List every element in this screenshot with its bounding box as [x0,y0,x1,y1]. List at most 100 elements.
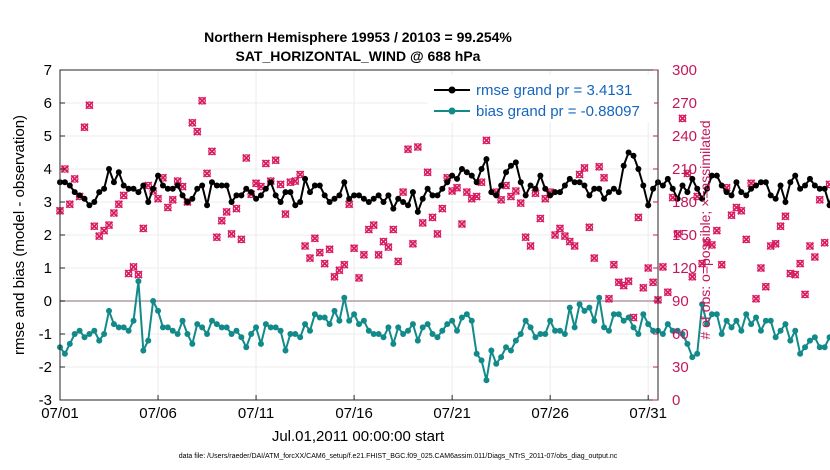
rmse-point [478,166,485,172]
obs-assimilated-marker [639,283,648,292]
y2-tick-label: 90 [672,293,689,310]
bias-point [321,314,328,321]
bias-point [772,334,779,341]
rmse-point [547,192,554,199]
rmse-point [601,195,608,202]
obs-possible-marker [183,198,192,206]
obs-assimilated-marker [815,195,824,204]
obs-count-point [717,260,726,269]
obs-count-point [712,226,721,235]
obs-possible-marker [208,147,216,156]
obs-possible-marker [379,237,388,246]
obs-possible-marker [428,213,437,222]
obs-assimilated-marker [521,233,530,242]
legend-bias-marker [448,107,456,115]
obs-assimilated-marker [408,239,418,248]
rmse-point [189,195,196,202]
y2-tick-label: 30 [672,359,689,376]
bias-point [811,334,818,341]
bias-point [753,314,760,321]
bias-point [826,334,830,341]
rmse-point [184,199,191,205]
x-tick-label: 07/01 [41,405,79,422]
bias-point [615,311,622,318]
bias-point [208,317,215,324]
rmse-point [390,205,397,212]
y-tick-label: 0 [44,293,52,310]
rmse-point [306,189,313,196]
rmse-point [164,185,171,192]
obs-assimilated-marker [599,173,609,182]
obs-count-point [359,250,369,259]
bias-point [816,344,823,351]
obs-count-point [80,123,89,132]
bias-point [267,324,274,331]
rmse-point [517,179,524,186]
rmse-point [610,185,617,192]
bias-point [370,331,377,337]
bias-point [360,317,367,324]
obs-possible-marker [507,192,515,201]
obs-assimilated-marker [423,168,432,177]
rmse-point [316,182,323,189]
bias-point [566,304,573,311]
obs-assimilated-marker [737,206,746,215]
rmse-point [257,192,264,199]
obs-possible-marker [276,180,285,189]
obs-possible-marker [698,259,706,268]
y2-tick-label: 210 [672,161,697,178]
obs-possible-marker [565,237,574,246]
rmse-point [757,179,764,186]
obs-count-point [771,239,780,248]
obs-count-point [153,194,163,203]
rmse-point [91,199,98,205]
rmse-point [473,179,480,186]
obs-possible-marker [472,192,481,201]
chart-subtitle: SAT_HORIZONTAL_WIND @ 688 hPa [236,48,481,64]
bias-point [306,327,313,334]
obs-assimilated-marker [305,253,315,263]
obs-possible-marker [129,263,138,271]
bias-point [125,327,132,334]
rmse-point [346,195,353,202]
bias-point [463,311,470,318]
bias-point [493,360,500,367]
obs-assimilated-marker [531,189,540,198]
rmse-point [110,179,117,186]
obs-count-point [340,260,349,269]
obs-assimilated-marker [624,277,633,286]
obs-assimilated-marker [766,241,775,251]
bias-point [792,327,799,334]
legend: rmse grand pr = 3.4131 bias grand pr = -… [428,75,654,122]
rmse-point [645,202,652,209]
obs-possible-marker [776,222,785,231]
rmse-point [272,192,279,199]
obs-assimilated-marker [580,163,589,173]
obs-count-point [457,219,467,229]
bias-point [635,331,642,337]
obs-assimilated-marker [477,178,486,187]
obs-assimilated-marker [389,225,398,234]
rmse-point [537,172,544,179]
y-axis-label: rmse and bias (model - observation) [11,115,28,355]
obs-assimilated-marker [104,220,114,230]
y-tick-label: 6 [44,95,52,112]
obs-count-point [300,241,310,251]
obs-assimilated-marker [634,213,643,222]
rmse-point [816,185,823,192]
rmse-point [772,195,779,202]
obs-possible-marker [713,226,721,235]
x-tick-label: 07/21 [433,405,471,422]
rmse-point [218,182,225,189]
obs-count-point [296,170,305,179]
obs-assimilated-marker [242,153,251,163]
rmse-point [106,166,113,172]
rmse-point [204,202,211,209]
obs-count-point [188,118,197,127]
bias-point [130,317,137,324]
y-tick-label: 2 [44,227,52,244]
obs-count-point [413,142,422,152]
obs-assimilated-marker [781,212,790,221]
rmse-point [507,162,514,169]
obs-count-point [776,222,785,231]
